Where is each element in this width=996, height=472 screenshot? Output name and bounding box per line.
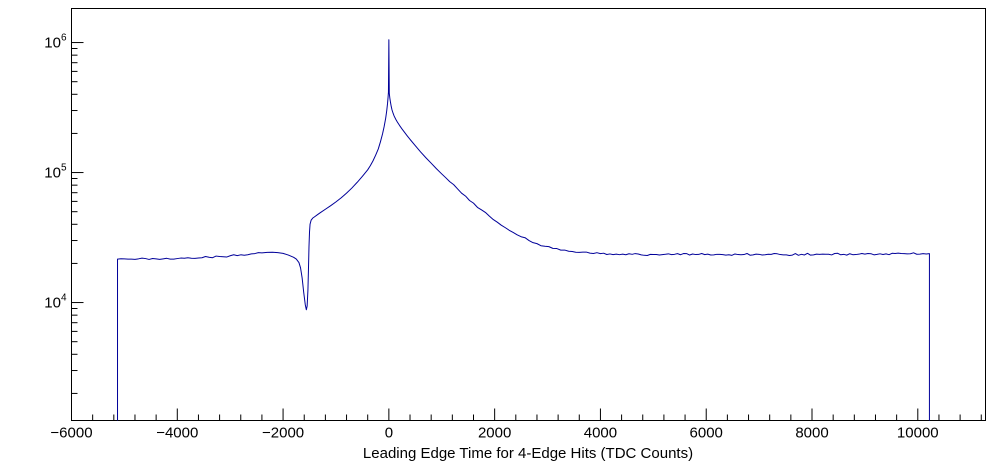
x-axis-tick-label: −4000: [156, 425, 198, 442]
y-axis-tick-label: 106: [44, 33, 67, 52]
x-axis-tick-label: −6000: [50, 425, 92, 442]
x-axis-tick-label: 8000: [795, 425, 828, 442]
y-axis-tick-label: 105: [44, 163, 67, 182]
x-axis-tick-label: 10000: [897, 425, 939, 442]
x-axis-tick-label: 2000: [478, 425, 511, 442]
plot-frame: [71, 8, 986, 421]
x-axis-title: Leading Edge Time for 4-Edge Hits (TDC C…: [363, 445, 693, 462]
x-axis-tick-label: 0: [385, 425, 393, 442]
x-axis-tick-label: 6000: [690, 425, 723, 442]
y-axis-tick-label: 104: [44, 293, 67, 312]
series-layer: [117, 39, 930, 421]
x-axis-tick-label: −2000: [262, 425, 304, 442]
x-axis-tick-label: 4000: [584, 425, 617, 442]
axes-layer: −6000 −4000 −2000 0 2000 4000 6000 8000 10000 104…: [44, 8, 986, 442]
histogram-line: [117, 39, 930, 421]
